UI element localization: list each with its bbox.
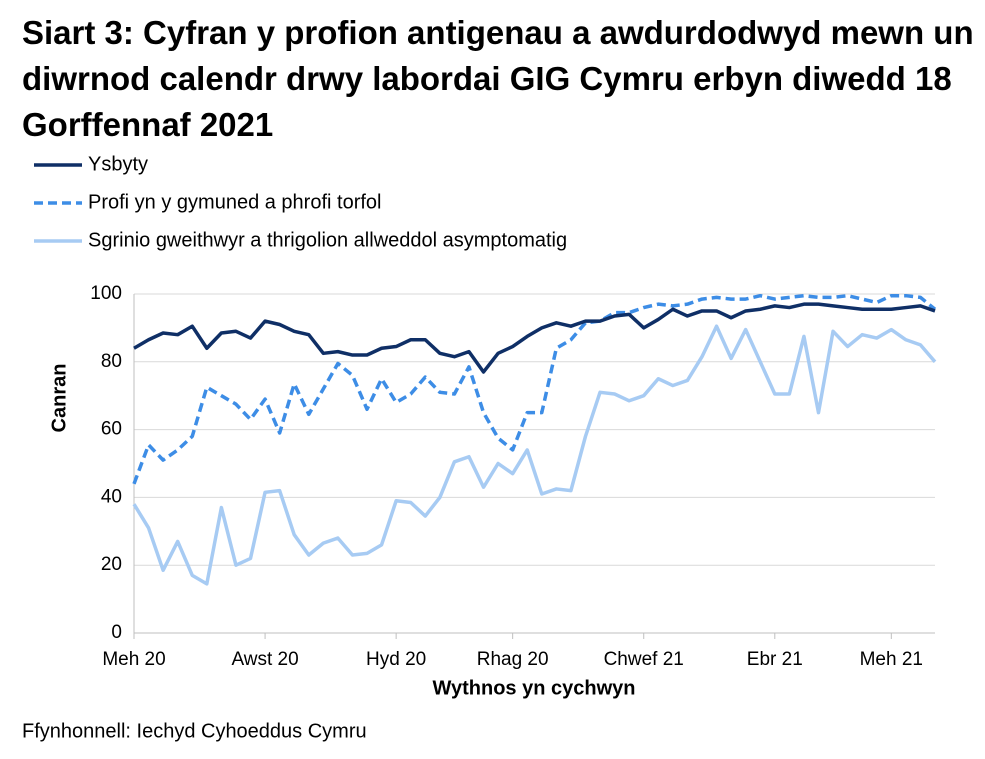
legend-label: Profi yn y gymuned a phrofi torfol [88,191,381,213]
x-tick-label: Ebr 21 [747,649,803,670]
legend-label: Sgrinio gweithwyr a thrigolion allweddol… [88,229,567,251]
chart-title: Siart 3: Cyfran y profion antigenau a aw… [22,14,974,143]
y-tick-label: 60 [101,419,122,440]
series-line [132,324,937,586]
x-tick-label: Awst 20 [231,649,298,670]
y-tick-label: 0 [111,622,122,643]
y-tick-label: 20 [101,554,122,575]
source-note: Ffynhonnell: Iechyd Cyhoeddus Cymru [22,720,367,742]
x-axis-title: Wythnos yn cychwyn [432,677,635,699]
y-tick-label: 100 [90,283,122,304]
legend-label: Ysbyty [88,153,148,175]
series-line [133,302,936,374]
y-tick-label: 80 [101,351,122,372]
x-tick-label: Meh 21 [860,649,923,670]
x-tick-label: Hyd 20 [366,649,426,670]
x-tick-label: Meh 20 [102,649,165,670]
x-tick-label: Chwef 21 [604,649,684,670]
x-tick-label: Rhag 20 [477,649,549,670]
series-line [132,293,937,485]
y-axis-title: Canran [48,364,70,433]
y-tick-label: 40 [101,486,122,507]
